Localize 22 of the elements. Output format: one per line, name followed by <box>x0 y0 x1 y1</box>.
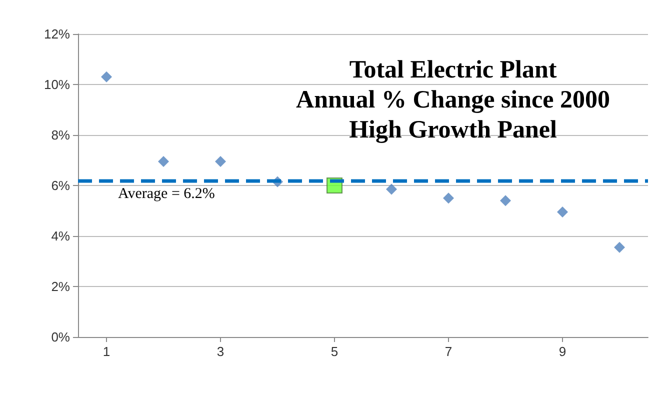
x-tick-label: 9 <box>558 344 566 359</box>
x-tick-label: 1 <box>102 344 110 359</box>
point <box>158 156 169 168</box>
y-tick-label: 4% <box>51 228 70 244</box>
ref-line-label: Average = 6.2% <box>118 186 215 202</box>
y-tick-label: 6% <box>51 178 70 193</box>
y-tick-label: 10% <box>44 77 70 92</box>
point <box>101 71 112 82</box>
y-tick-label: 8% <box>51 128 70 142</box>
x-tick-label: 3 <box>216 344 224 359</box>
point <box>614 242 625 253</box>
y-tick-label: 12% <box>44 26 70 42</box>
point <box>386 184 397 195</box>
text: Total Electric Plant Annual % Change since 2000 High Growth Panel <box>296 56 610 144</box>
point <box>557 206 568 218</box>
y-tick-label: 2% <box>51 279 70 294</box>
point <box>500 195 511 206</box>
x-tick-label: 5 <box>330 344 338 359</box>
point <box>215 156 226 168</box>
x-tick-label: 7 <box>444 344 452 359</box>
y-tick-label: 0% <box>51 330 70 344</box>
point <box>443 192 454 204</box>
